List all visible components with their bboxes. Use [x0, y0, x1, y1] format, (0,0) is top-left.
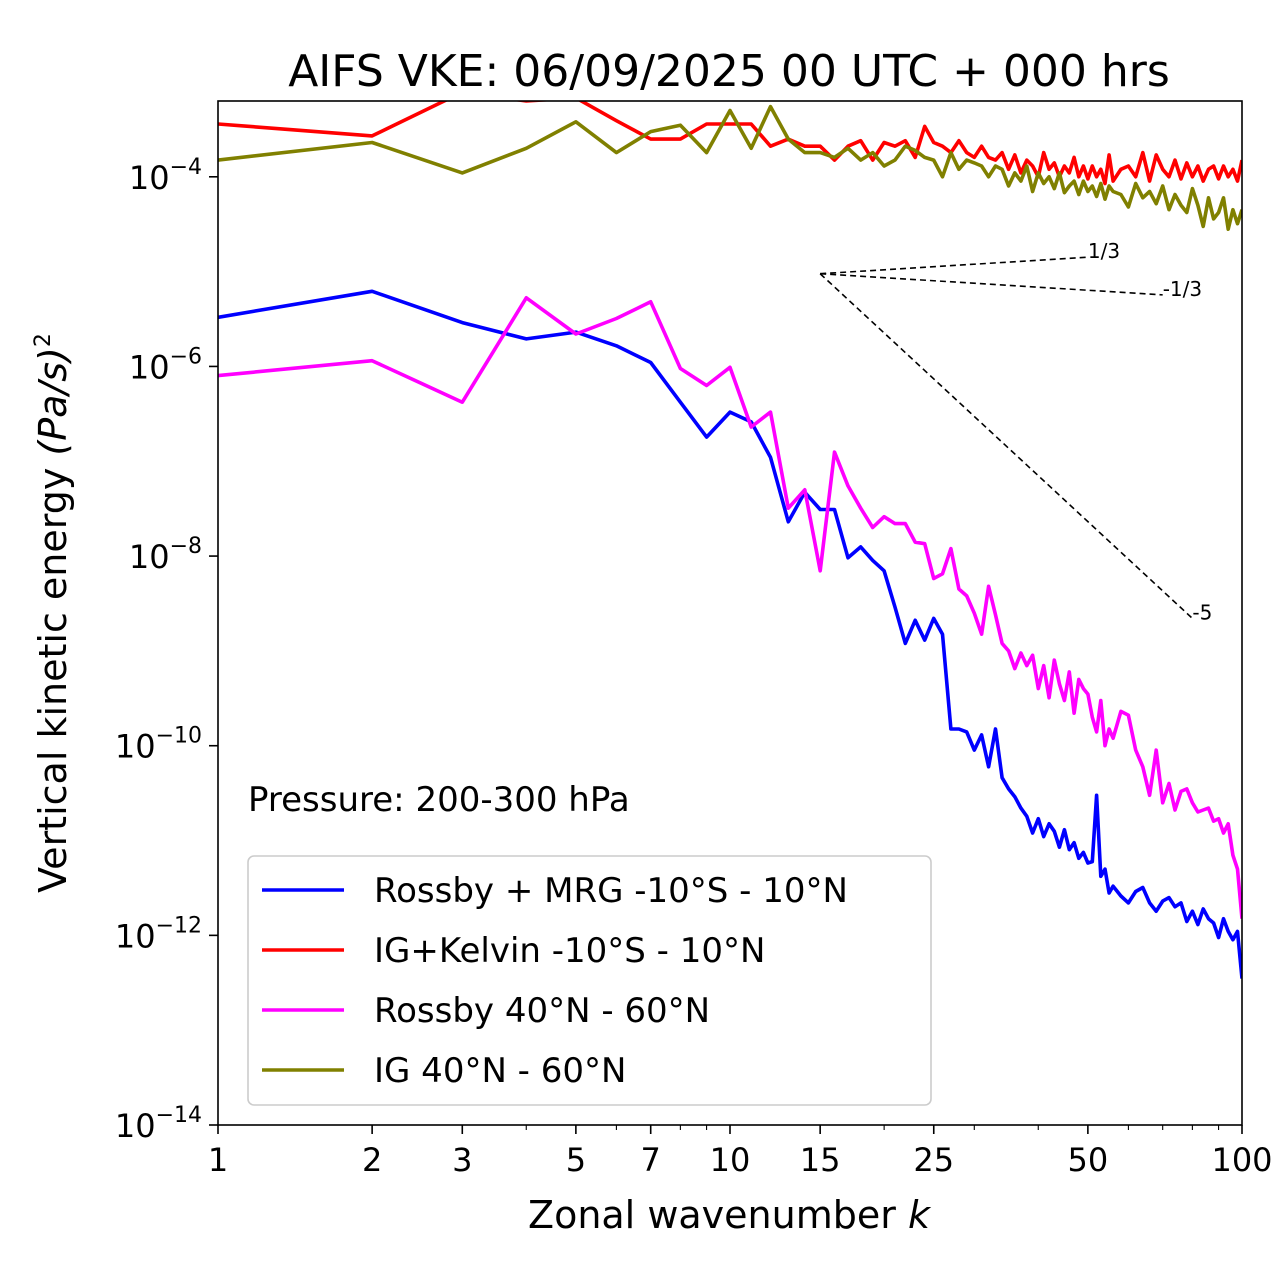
y-tick-label: 10−6 [129, 344, 202, 386]
plot-frame [217, 100, 1243, 1126]
slope-line-1 [820, 256, 1088, 275]
pressure-annotation: Pressure: 200-300 hPa [248, 780, 630, 820]
y-axis-ticks: 10−14 10−12 10−10 10−8 10−6 10−4 [115, 155, 218, 1145]
legend-label: Rossby + MRG -10°S - 10°N [374, 871, 848, 911]
y-tick-label: 10−14 [115, 1103, 202, 1145]
series-line-2 [218, 101, 1242, 186]
legend-box [247, 855, 932, 1106]
x-tick-label: 1 [208, 1141, 228, 1179]
slope-line-2 [820, 272, 1163, 296]
y-axis-title: Vertical kinetic energy (Pa/s)2 [31, 333, 75, 893]
legend-label: IG+Kelvin -10°S - 10°N [374, 931, 765, 971]
chart-title: AIFS VKE: 06/09/2025 00 UTC + 000 hrs [288, 46, 1170, 97]
legend-label: IG 40°N - 60°N [374, 1051, 626, 1091]
x-axis-ticks: 1 2 3 5 7 10 15 25 50 100 [208, 1125, 1273, 1179]
y-tick-label: 10−8 [129, 534, 202, 576]
slope-label: 1/3 [1088, 239, 1120, 263]
x-tick-label: 50 [1068, 1141, 1109, 1179]
slope-reference-lines: 1/3 -1/3 -5 [819, 239, 1212, 624]
series-line-4 [218, 104, 1242, 231]
legend: Rossby + MRG -10°S - 10°N IG+Kelvin -10°S… [247, 855, 932, 1106]
x-tick-label: 2 [362, 1141, 382, 1179]
x-tick-label: 25 [913, 1141, 954, 1179]
x-tick-label: 5 [566, 1141, 586, 1179]
series-line-1 [218, 289, 1242, 979]
x-axis-title: Zonal wavenumber k [528, 1193, 932, 1237]
y-tick-label: 10−12 [115, 913, 202, 955]
x-tick-label: 15 [800, 1141, 841, 1179]
x-tick-label: 100 [1211, 1141, 1272, 1179]
series-line-3 [218, 296, 1242, 919]
slope-line-3 [819, 273, 1193, 619]
x-tick-label: 10 [710, 1141, 751, 1179]
y-tick-label: 10−4 [129, 155, 202, 197]
y-tick-label: 10−10 [115, 724, 202, 766]
slope-label: -5 [1192, 600, 1212, 624]
x-tick-label: 7 [641, 1141, 661, 1179]
legend-label: Rossby 40°N - 60°N [374, 991, 710, 1031]
data-series [218, 101, 1242, 979]
slope-label: -1/3 [1163, 277, 1202, 301]
x-tick-label: 3 [452, 1141, 472, 1179]
